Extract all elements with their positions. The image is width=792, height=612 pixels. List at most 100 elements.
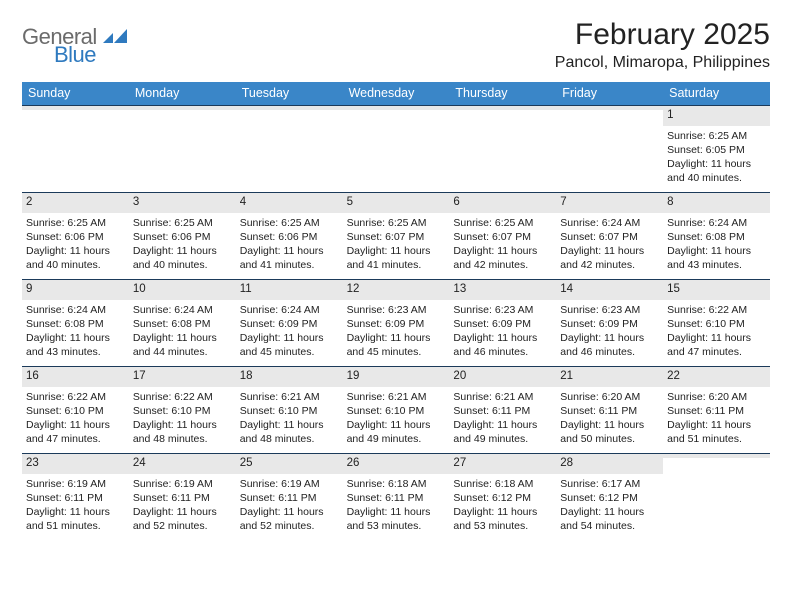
- day-info-line: and 47 minutes.: [667, 345, 766, 359]
- day-info-line: Daylight: 11 hours: [667, 157, 766, 171]
- day-cell: 18Sunrise: 6:21 AMSunset: 6:10 PMDayligh…: [236, 367, 343, 453]
- day-number-row: 5: [343, 193, 450, 213]
- day-info-line: Sunset: 6:11 PM: [453, 404, 552, 418]
- day-cell: 6Sunrise: 6:25 AMSunset: 6:07 PMDaylight…: [449, 193, 556, 279]
- weekday-label: Saturday: [663, 82, 770, 105]
- calendar-page: General Blue February 2025 Pancol, Mimar…: [0, 0, 792, 550]
- day-info-line: Sunrise: 6:19 AM: [240, 477, 339, 491]
- day-number: 27: [453, 457, 466, 469]
- day-info-line: Sunset: 6:08 PM: [667, 230, 766, 244]
- day-number: 22: [667, 370, 680, 382]
- day-number-row: 22: [663, 367, 770, 387]
- day-info-line: Sunset: 6:07 PM: [560, 230, 659, 244]
- day-info-line: Daylight: 11 hours: [26, 331, 125, 345]
- day-cell: 8 Sunrise: 6:24 AMSunset: 6:08 PMDaylight…: [663, 193, 770, 279]
- day-info-line: and 49 minutes.: [453, 432, 552, 446]
- day-cell: 19Sunrise: 6:21 AMSunset: 6:10 PMDayligh…: [343, 367, 450, 453]
- day-info-line: Sunrise: 6:21 AM: [240, 390, 339, 404]
- day-cell: 20Sunrise: 6:21 AMSunset: 6:11 PMDayligh…: [449, 367, 556, 453]
- day-number: 11: [240, 283, 252, 295]
- day-cell: 1Sunrise: 6:25 AMSunset: 6:05 PMDaylight…: [663, 106, 770, 192]
- day-info-line: Daylight: 11 hours: [240, 331, 339, 345]
- day-info-line: Sunset: 6:05 PM: [667, 143, 766, 157]
- day-number-row: [449, 106, 556, 110]
- weekday-label: Wednesday: [343, 82, 450, 105]
- day-number-row: 8: [663, 193, 770, 213]
- day-number: 3: [133, 196, 139, 208]
- day-info-line: Daylight: 11 hours: [667, 244, 766, 258]
- day-cell: 27Sunrise: 6:18 AMSunset: 6:12 PMDayligh…: [449, 454, 556, 540]
- day-info-line: Sunset: 6:08 PM: [133, 317, 232, 331]
- day-info-line: and 42 minutes.: [560, 258, 659, 272]
- day-number: 12: [347, 283, 360, 295]
- day-info-line: Sunrise: 6:25 AM: [347, 216, 446, 230]
- day-cell: 15Sunrise: 6:22 AMSunset: 6:10 PMDayligh…: [663, 280, 770, 366]
- day-number: 2: [26, 196, 32, 208]
- day-cell: 28Sunrise: 6:17 AMSunset: 6:12 PMDayligh…: [556, 454, 663, 540]
- day-info-line: and 40 minutes.: [133, 258, 232, 272]
- day-cell: 16Sunrise: 6:22 AMSunset: 6:10 PMDayligh…: [22, 367, 129, 453]
- day-info-line: and 50 minutes.: [560, 432, 659, 446]
- day-cell: 23Sunrise: 6:19 AMSunset: 6:11 PMDayligh…: [22, 454, 129, 540]
- day-info-line: Sunrise: 6:24 AM: [560, 216, 659, 230]
- day-number: 16: [26, 370, 39, 382]
- day-number-row: 25: [236, 454, 343, 474]
- day-number-row: 13: [449, 280, 556, 300]
- logo-word-blue: Blue: [54, 42, 96, 68]
- day-info-line: and 40 minutes.: [26, 258, 125, 272]
- week-row: 1Sunrise: 6:25 AMSunset: 6:05 PMDaylight…: [22, 105, 770, 192]
- day-number: 28: [560, 457, 573, 469]
- day-info-line: Sunset: 6:09 PM: [453, 317, 552, 331]
- day-number-row: 27: [449, 454, 556, 474]
- day-number-row: 28: [556, 454, 663, 474]
- day-number-row: [343, 106, 450, 110]
- day-cell: 14Sunrise: 6:23 AMSunset: 6:09 PMDayligh…: [556, 280, 663, 366]
- day-number-row: 1: [663, 106, 770, 126]
- weekday-label: Sunday: [22, 82, 129, 105]
- day-info-line: Sunset: 6:11 PM: [347, 491, 446, 505]
- day-info-line: Sunset: 6:09 PM: [347, 317, 446, 331]
- day-info-line: Daylight: 11 hours: [560, 418, 659, 432]
- day-info-line: Daylight: 11 hours: [453, 505, 552, 519]
- day-info-line: Sunrise: 6:24 AM: [667, 216, 766, 230]
- day-info-line: and 51 minutes.: [667, 432, 766, 446]
- day-number-row: 3: [129, 193, 236, 213]
- day-info-line: Sunrise: 6:24 AM: [240, 303, 339, 317]
- day-info-line: and 45 minutes.: [240, 345, 339, 359]
- day-number: 1: [667, 109, 673, 121]
- day-number-row: 23: [22, 454, 129, 474]
- day-number: 18: [240, 370, 253, 382]
- day-info-line: Sunrise: 6:23 AM: [453, 303, 552, 317]
- day-info-line: Daylight: 11 hours: [240, 505, 339, 519]
- day-info-line: Daylight: 11 hours: [667, 331, 766, 345]
- day-info-line: Sunset: 6:10 PM: [240, 404, 339, 418]
- day-info-line: and 49 minutes.: [347, 432, 446, 446]
- day-cell: 9Sunrise: 6:24 AMSunset: 6:08 PMDaylight…: [22, 280, 129, 366]
- day-info-line: Daylight: 11 hours: [26, 505, 125, 519]
- day-info-line: Sunset: 6:11 PM: [667, 404, 766, 418]
- brand-logo: General Blue: [22, 18, 129, 50]
- day-info-line: Sunrise: 6:19 AM: [133, 477, 232, 491]
- day-info-line: Sunset: 6:10 PM: [133, 404, 232, 418]
- day-cell: 25Sunrise: 6:19 AMSunset: 6:11 PMDayligh…: [236, 454, 343, 540]
- day-info-line: Sunrise: 6:24 AM: [133, 303, 232, 317]
- logo-triangles-icon: [103, 27, 129, 50]
- day-number-row: 24: [129, 454, 236, 474]
- day-cell: 17Sunrise: 6:22 AMSunset: 6:10 PMDayligh…: [129, 367, 236, 453]
- weekday-header-row: Sunday Monday Tuesday Wednesday Thursday…: [22, 82, 770, 105]
- day-cell: 13Sunrise: 6:23 AMSunset: 6:09 PMDayligh…: [449, 280, 556, 366]
- day-number-row: 11: [236, 280, 343, 300]
- calendar-grid: Sunday Monday Tuesday Wednesday Thursday…: [22, 82, 770, 540]
- weekday-label: Tuesday: [236, 82, 343, 105]
- day-info-line: Sunrise: 6:21 AM: [347, 390, 446, 404]
- day-info-line: and 42 minutes.: [453, 258, 552, 272]
- day-cell: 11Sunrise: 6:24 AMSunset: 6:09 PMDayligh…: [236, 280, 343, 366]
- weeks-container: 1Sunrise: 6:25 AMSunset: 6:05 PMDaylight…: [22, 105, 770, 540]
- day-info-line: Sunrise: 6:25 AM: [133, 216, 232, 230]
- day-cell: [129, 106, 236, 192]
- day-number-row: 19: [343, 367, 450, 387]
- day-info-line: Sunrise: 6:23 AM: [560, 303, 659, 317]
- day-info-line: Sunrise: 6:20 AM: [667, 390, 766, 404]
- day-number: 10: [133, 283, 146, 295]
- day-info-line: and 46 minutes.: [453, 345, 552, 359]
